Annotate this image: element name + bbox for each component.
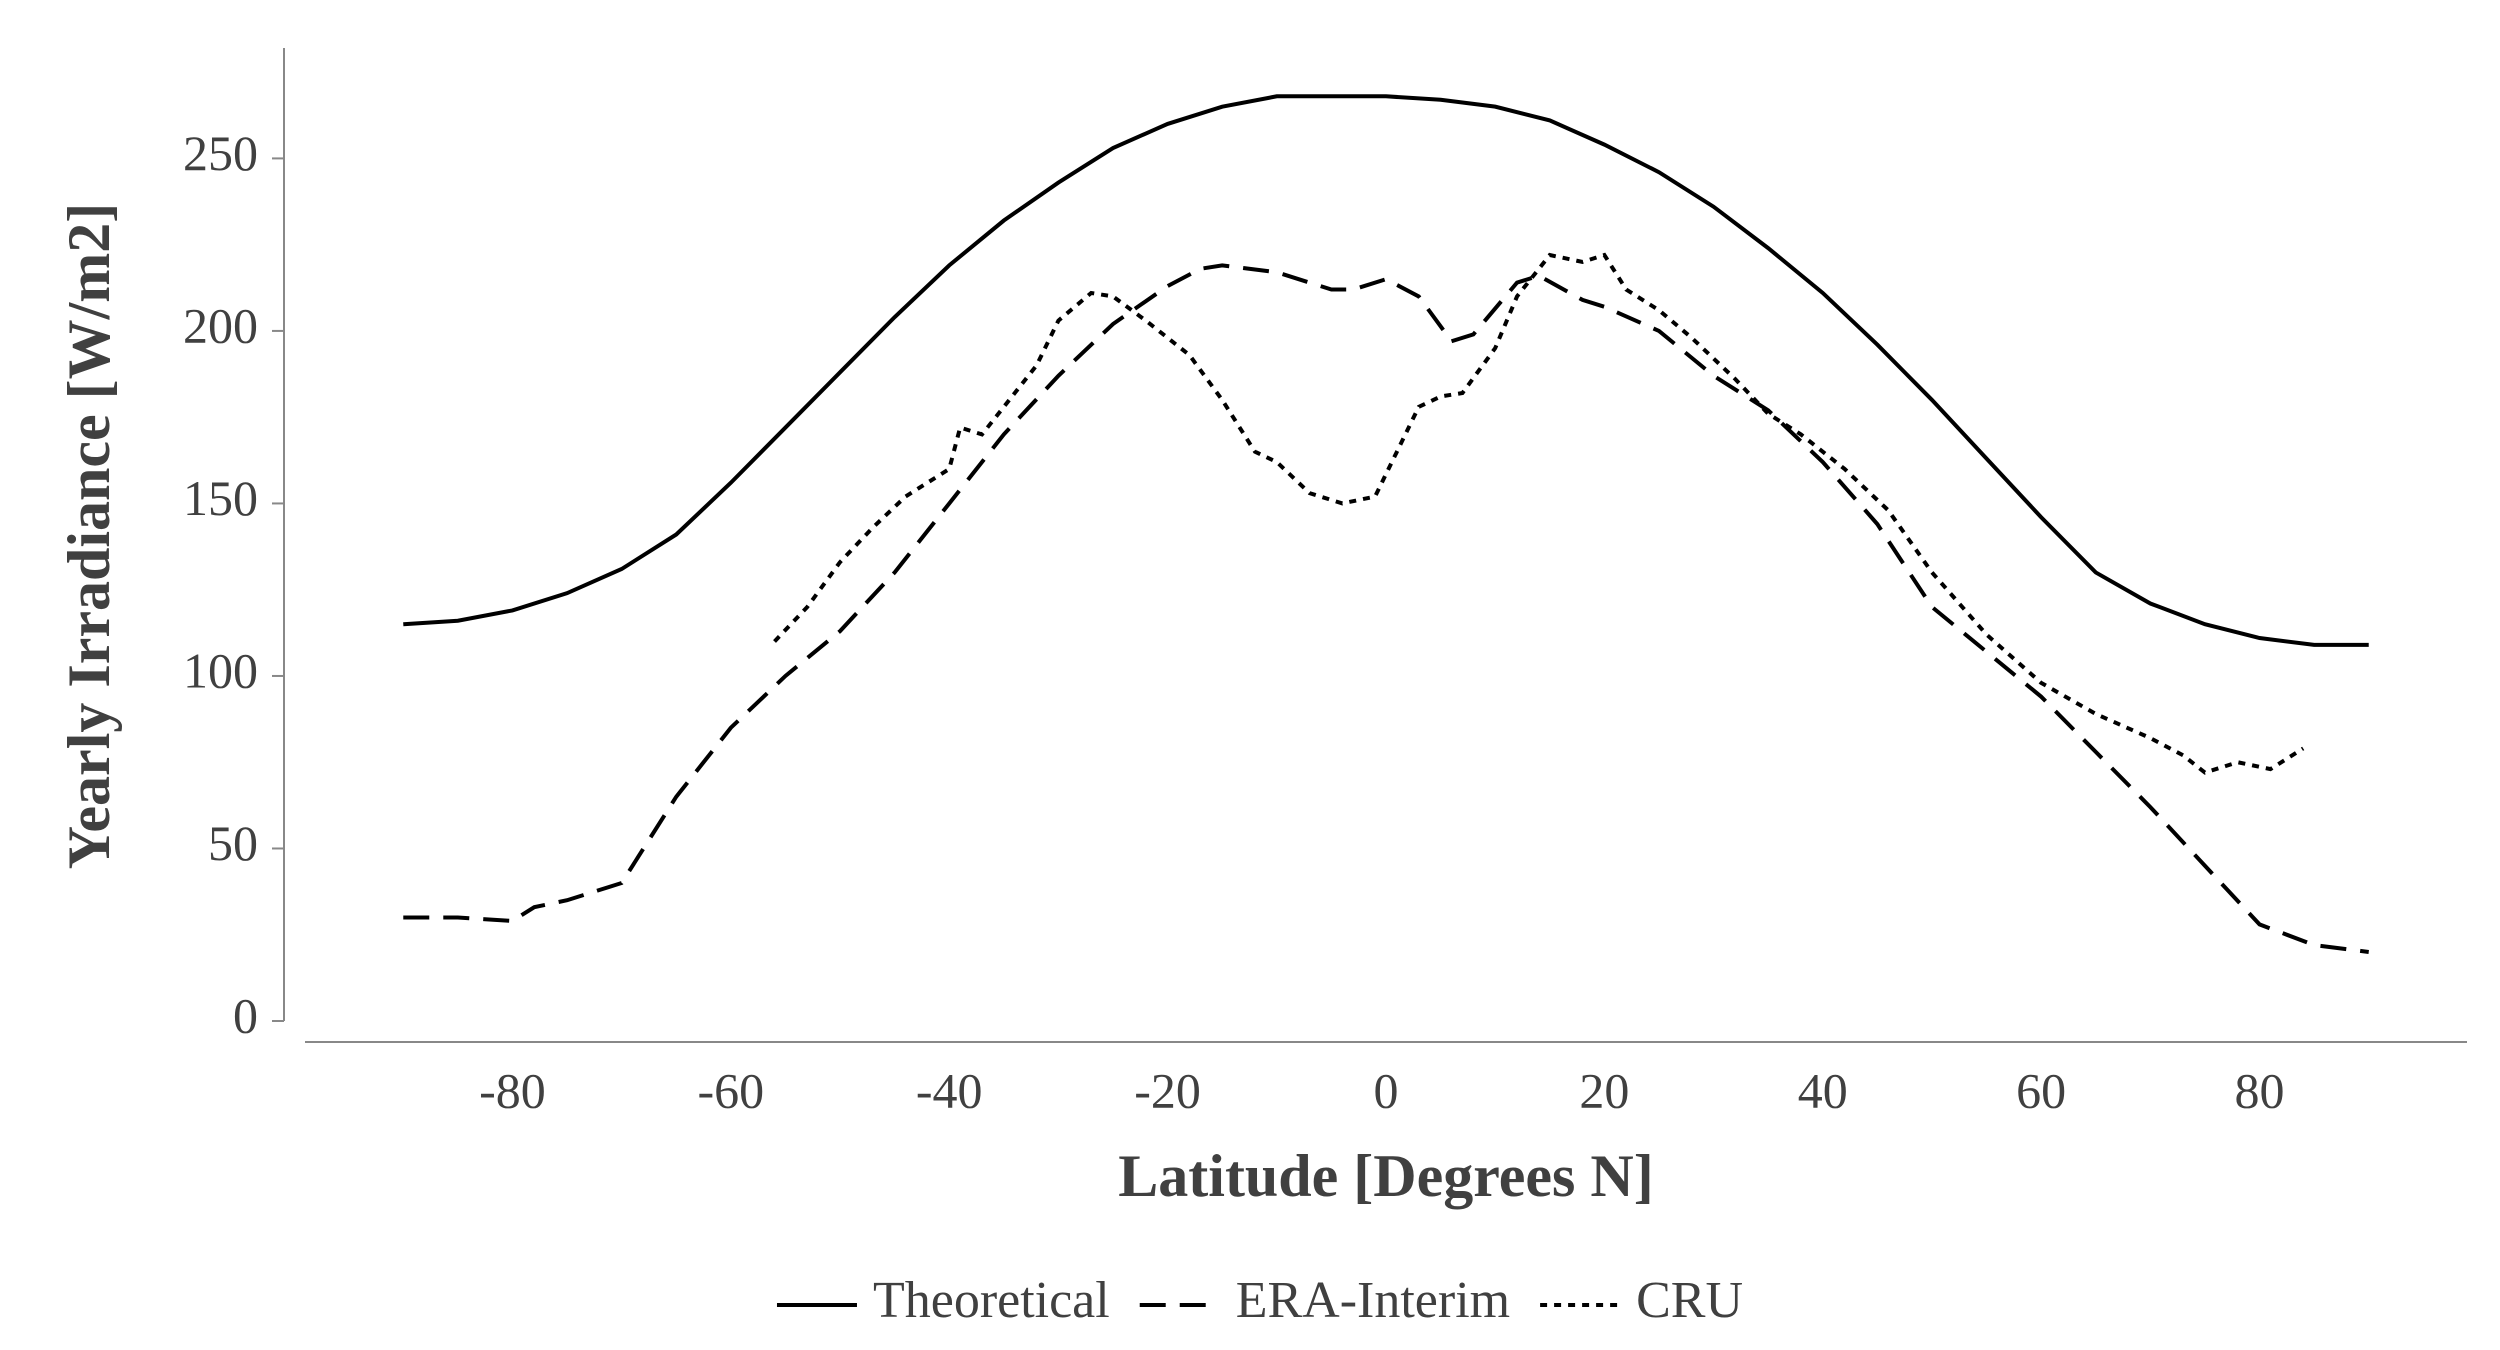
x-tick-label: 80: [2235, 1062, 2285, 1118]
x-axis-title: Latitude [Degrees N]: [1118, 1143, 1653, 1209]
series-line: [773, 252, 2305, 775]
x-tick-label: 40: [1798, 1062, 1848, 1118]
y-tick-label: 250: [183, 125, 258, 181]
series-line: [403, 94, 2369, 647]
y-tick-label: 150: [183, 470, 258, 526]
y-tick-label: 100: [183, 642, 258, 698]
series-line: [403, 263, 2369, 954]
x-tick-label: -40: [916, 1062, 983, 1118]
x-tick-label: 60: [2016, 1062, 2066, 1118]
legend-label: ERA-Interim: [1236, 1272, 1510, 1329]
y-tick-label: 0: [233, 987, 258, 1043]
y-axis-title: Yearly Irradiance [W/m2]: [56, 203, 122, 870]
x-tick-label: 20: [1579, 1062, 1629, 1118]
legend-label: CRU: [1636, 1272, 1743, 1329]
x-tick-label: -20: [1134, 1062, 1201, 1118]
x-tick-label: -80: [479, 1062, 546, 1118]
legend-label: Theoretical: [873, 1272, 1110, 1329]
y-tick-label: 50: [208, 815, 258, 871]
y-tick-label: 200: [183, 297, 258, 353]
x-tick-label: -60: [698, 1062, 765, 1118]
x-tick-label: 0: [1374, 1062, 1399, 1118]
